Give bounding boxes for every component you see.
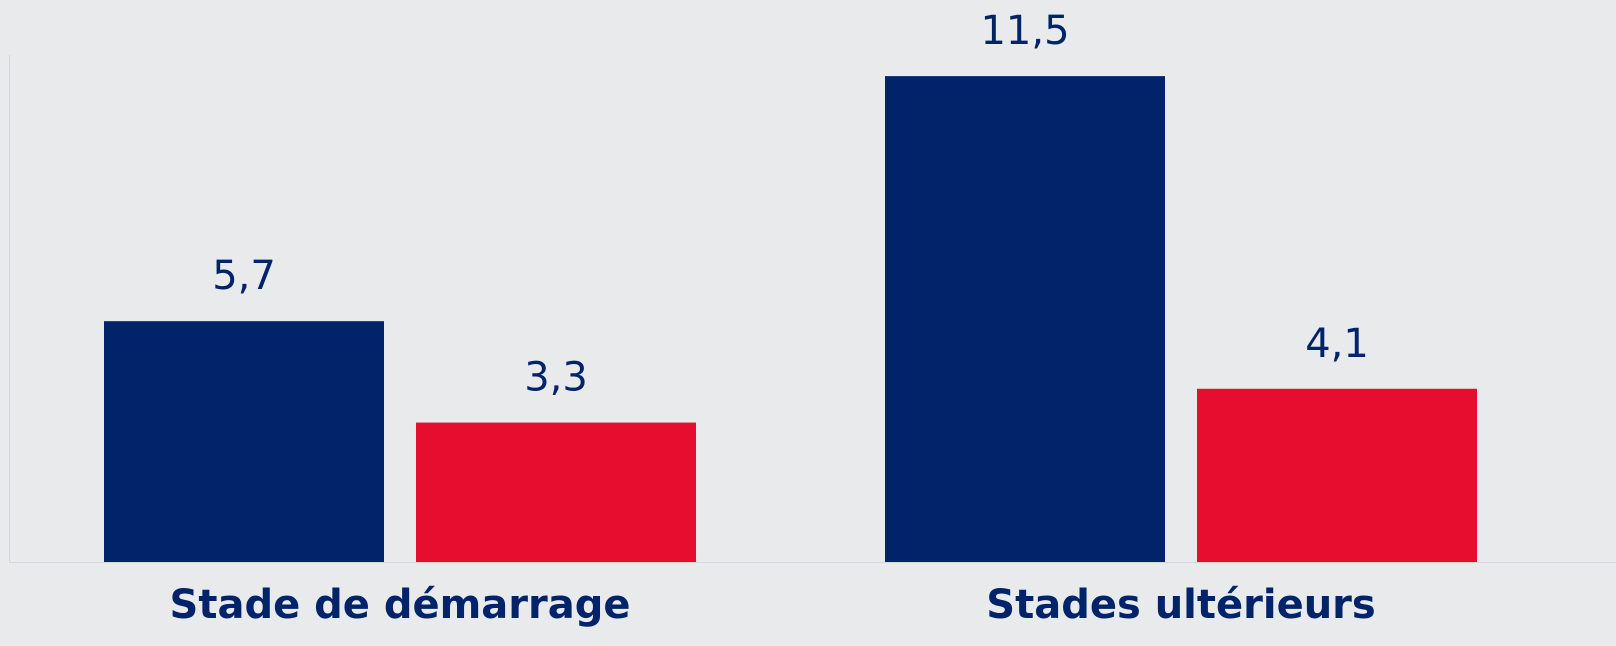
data-label: 11,5: [980, 8, 1069, 54]
x-tick-label: Stade de démarrage: [170, 582, 631, 628]
x-tick-label: Stades ultérieurs: [986, 582, 1375, 628]
data-label: 4,1: [1305, 321, 1369, 367]
data-label: 5,7: [212, 253, 276, 299]
bar: [416, 422, 696, 562]
data-label: 3,3: [524, 355, 588, 401]
bar: [104, 321, 384, 562]
bar: [885, 76, 1165, 562]
bar: [1197, 388, 1477, 562]
